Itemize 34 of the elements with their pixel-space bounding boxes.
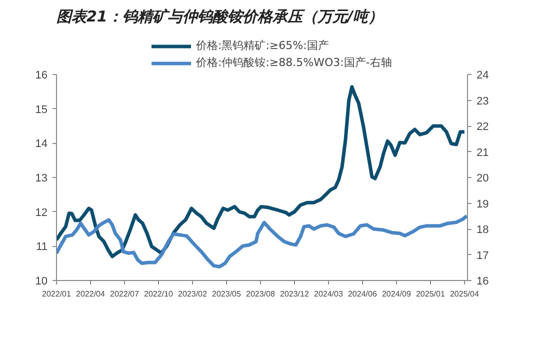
x-tick-label: 2023/08 <box>246 290 276 298</box>
y-tick-label: 10 <box>35 276 48 288</box>
legend-label: 价格:黑钨精矿:≥65%:国产 <box>196 38 329 53</box>
line-series <box>56 85 466 258</box>
y2-tick-label: 23 <box>476 95 489 108</box>
y-tick-label: 16 <box>35 70 48 82</box>
x-tick-label: 2022/07 <box>110 290 140 298</box>
x-tick-label: 2025/01 <box>416 290 446 298</box>
x-tick-label: 2025/04 <box>450 290 480 298</box>
y-tick-label: 13 <box>35 172 48 184</box>
y2-tick-label: 17 <box>476 250 489 262</box>
x-tick-label: 2022/01 <box>42 290 72 298</box>
x-tick-label: 2023/05 <box>212 290 242 298</box>
x-tick-label: 2024/09 <box>382 290 412 298</box>
chart-title: 图表21：钨精矿与仲钨酸铵价格承压（万元/吨） <box>56 8 383 26</box>
x-tick-label: 2024/06 <box>348 290 378 298</box>
y2-tick-label: 21 <box>476 146 489 159</box>
y-tick-label: 11 <box>36 241 48 254</box>
legend-label: 价格:仲钨酸铵:≥88.5%WO3:国产-右轴 <box>196 55 392 70</box>
y-tick-label: 12 <box>35 206 48 219</box>
y2-tick-label: 16 <box>476 276 489 288</box>
line-series <box>56 214 468 268</box>
x-tick-label: 2024/03 <box>314 290 344 298</box>
y2-tick-label: 18 <box>476 224 489 236</box>
y2-tick-label: 22 <box>476 121 489 133</box>
y-tick-label: 15 <box>35 104 48 116</box>
y-tick-label: 14 <box>35 138 48 150</box>
y2-tick-label: 19 <box>476 198 489 210</box>
x-tick-label: 2023/02 <box>178 290 208 298</box>
x-tick-label: 2022/10 <box>144 290 174 298</box>
x-tick-label: 2023/12 <box>280 290 310 298</box>
x-tick-label: 2022/04 <box>76 290 106 298</box>
y2-tick-label: 20 <box>476 172 489 184</box>
y2-tick-label: 24 <box>476 70 489 82</box>
